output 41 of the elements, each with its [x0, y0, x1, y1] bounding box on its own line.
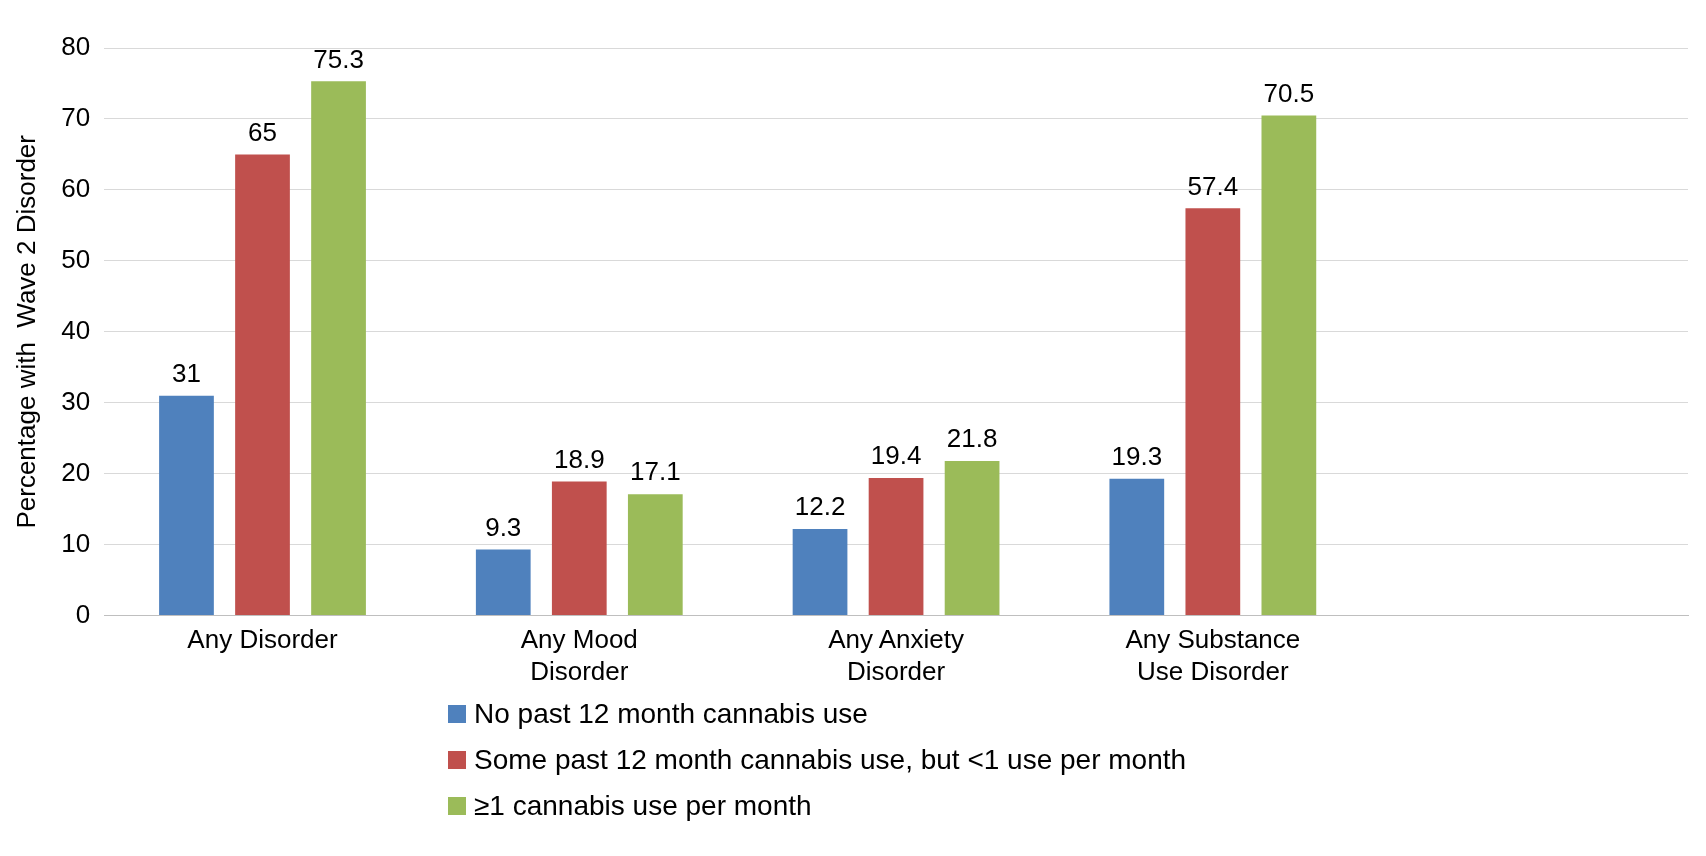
- y-tick-label: 70: [61, 102, 91, 133]
- bar: [868, 477, 924, 616]
- bar: [792, 529, 848, 616]
- y-tick-label: 40: [61, 314, 91, 345]
- bar: [944, 460, 1000, 616]
- data-label: 17.1: [630, 456, 681, 487]
- bar: [551, 481, 607, 616]
- data-label: 18.9: [553, 443, 605, 474]
- y-tick-label: 10: [61, 527, 91, 558]
- bar: [1109, 478, 1165, 616]
- data-label: 31: [172, 357, 201, 388]
- y-tick-label: 60: [61, 173, 91, 204]
- x-tick-label: Any Disorder: [187, 624, 338, 655]
- y-tick-label: 30: [61, 385, 91, 416]
- data-label: 9.3: [485, 511, 522, 542]
- legend-label: Some past 12 month cannabis use, but <1 use per month: [474, 744, 1187, 776]
- data-label: 65: [248, 116, 277, 147]
- data-label: 70.5: [1263, 77, 1315, 108]
- x-tick-label: Any Mood Disorder: [520, 624, 638, 686]
- bar: [627, 494, 683, 616]
- data-label: 57.4: [1187, 170, 1239, 201]
- bar: [1261, 115, 1317, 616]
- y-axis-title: Percentage with Wave 2 Disorder: [10, 134, 41, 529]
- data-label: 19.4: [870, 440, 922, 471]
- x-tick-label: Any Substance Use Disorder: [1125, 624, 1301, 686]
- y-tick-label: 20: [61, 456, 91, 487]
- bar: [1185, 208, 1241, 616]
- y-tick-label: 0: [75, 598, 91, 629]
- legend-label: ≥1 cannabis use per month: [474, 790, 812, 822]
- data-label: 21.8: [946, 423, 998, 454]
- data-label: 19.3: [1111, 440, 1163, 471]
- bar: [235, 154, 290, 616]
- x-tick-label: Any Anxiety Disorder: [828, 624, 964, 686]
- data-label: 12.2: [794, 491, 846, 522]
- y-tick-label: 50: [61, 244, 91, 275]
- bar: [311, 81, 366, 616]
- y-tick-label: 80: [61, 31, 91, 62]
- data-label: 75.3: [313, 43, 364, 74]
- bar: [159, 395, 214, 616]
- legend-label: No past 12 month cannabis use: [474, 698, 868, 730]
- bar: [475, 549, 531, 616]
